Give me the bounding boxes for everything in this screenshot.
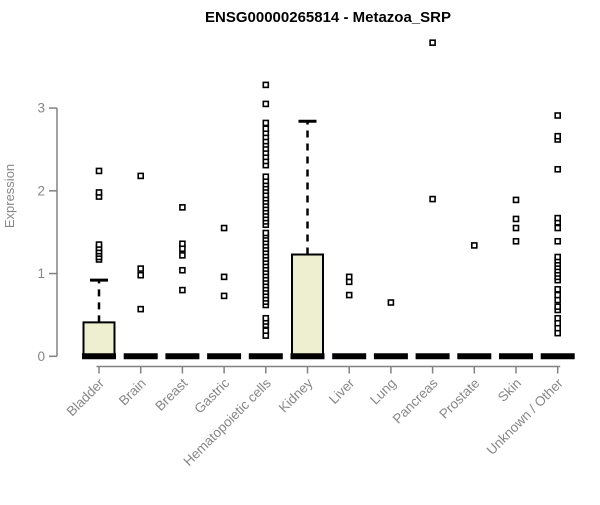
outlier-point [387, 299, 395, 306]
box-group [248, 81, 283, 360]
outlier-point [512, 224, 520, 232]
x-category-label: Lung [367, 376, 399, 408]
box-group [415, 39, 450, 360]
outlier-point [137, 305, 144, 313]
outlier-point [554, 132, 562, 140]
outlier-point [179, 240, 186, 248]
outlier-point [262, 173, 270, 181]
y-axis-title: Expression [2, 164, 17, 228]
outlier-point [262, 314, 270, 322]
outlier-point [262, 100, 270, 108]
outlier-point [220, 292, 228, 300]
box-group [540, 112, 575, 360]
outlier-point [512, 215, 520, 223]
outlier-point [220, 224, 228, 232]
outlier-point [554, 291, 562, 299]
y-tick-label: 1 [37, 266, 45, 281]
x-category-label: Gastric [191, 375, 232, 416]
outlier-point [554, 237, 562, 245]
x-category-label: Pancreas [390, 375, 441, 426]
y-tick-label: 2 [37, 183, 45, 198]
outlier-point [179, 266, 186, 274]
chart-title: ENSG00000265814 - Metazoa_SRP [205, 9, 451, 26]
x-category-label: Liver [326, 375, 358, 407]
box-group [499, 196, 533, 360]
outlier-point [554, 214, 562, 222]
outlier-point [554, 314, 562, 322]
x-category-label: Brain [116, 376, 149, 409]
outlier-point [429, 39, 436, 46]
box-group [373, 299, 408, 360]
box-group [123, 172, 158, 360]
outlier-point [345, 291, 353, 299]
x-category-label: Breast [152, 375, 190, 413]
outlier-point [554, 285, 562, 293]
box-group [290, 119, 325, 360]
outlier-point [554, 165, 562, 173]
x-category-label: Unknown / Other [484, 375, 567, 458]
outlier-point [512, 237, 520, 245]
outlier-point [179, 286, 186, 294]
outlier-point [262, 81, 270, 89]
outlier-point [429, 195, 436, 203]
outlier-point [470, 242, 478, 249]
outlier-point [220, 273, 228, 281]
box-group [82, 167, 116, 360]
outlier-point [137, 271, 144, 279]
outlier-point [95, 189, 103, 196]
box-series [82, 39, 575, 360]
box-group [165, 204, 200, 360]
outlier-point [512, 196, 520, 204]
x-category-label: Prostate [436, 376, 482, 422]
outlier-point [137, 265, 144, 272]
outlier-point [262, 327, 270, 334]
outlier-point [262, 229, 270, 237]
outlier-point [554, 253, 562, 261]
outlier-point [262, 125, 270, 133]
x-category-label: Skin [495, 376, 524, 405]
y-tick-label: 3 [37, 101, 45, 116]
iqr-box [291, 253, 324, 358]
outlier-point [262, 119, 270, 127]
outlier-point [137, 172, 144, 180]
iqr-box [82, 321, 116, 358]
x-category-label: Bladder [64, 375, 108, 419]
outlier-point [345, 273, 353, 281]
outlier-point [554, 112, 562, 119]
outlier-point [179, 252, 186, 259]
box-group [457, 242, 492, 360]
box-group [207, 224, 242, 360]
outlier-point [179, 204, 186, 211]
outlier-point [554, 303, 562, 310]
outlier-point [95, 241, 103, 248]
x-category-label: Kidney [276, 375, 316, 415]
box-group [332, 273, 367, 360]
outlier-point [95, 167, 103, 175]
outlier-point [554, 224, 562, 232]
y-tick-label: 0 [37, 349, 45, 364]
